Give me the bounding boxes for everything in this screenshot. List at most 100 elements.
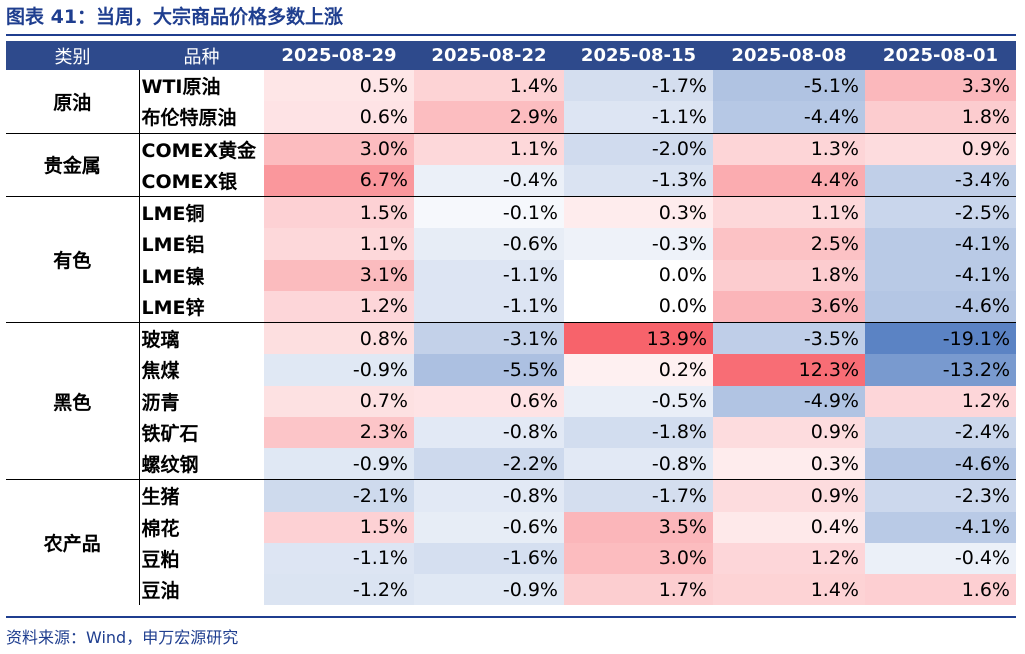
value-cell: 1.1%	[264, 228, 414, 260]
value-cell: 0.6%	[414, 385, 564, 417]
value-cell: -0.6%	[414, 228, 564, 260]
value-cell: 1.2%	[713, 542, 865, 574]
value-cell: 3.5%	[564, 511, 713, 543]
value-cell: -2.2%	[414, 448, 564, 480]
table-row: 螺纹钢 -0.9% -2.2% -0.8% 0.3% -4.6%	[6, 448, 1016, 480]
value-cell: -0.9%	[414, 574, 564, 606]
value-cell: -4.1%	[865, 511, 1016, 543]
header-date: 2025-08-22	[414, 41, 564, 70]
value-cell: 3.1%	[264, 259, 414, 291]
commodity-name: 沥青	[141, 391, 180, 414]
value-cell: 1.6%	[865, 574, 1016, 606]
header-date: 2025-08-15	[564, 41, 713, 70]
table-row: 豆油 -1.2% -0.9% 1.7% 1.4% 1.6%	[6, 574, 1016, 606]
value-cell: 1.2%	[264, 290, 414, 323]
value-cell: -1.1%	[414, 290, 564, 323]
value-cell: -4.9%	[713, 385, 865, 417]
table-row: LME锌 1.2% -1.1% 0.0% 3.6% -4.6%	[6, 290, 1016, 323]
value-cell: -4.1%	[865, 228, 1016, 260]
category-cell: 贵金属	[6, 132, 140, 197]
commodity-name: COMEX银	[141, 170, 238, 193]
table-row: 农产品 生猪 -2.1% -0.8% -1.7% 0.9% -2.3%	[6, 479, 1016, 606]
value-cell: -1.1%	[564, 101, 713, 133]
value-cell: -1.1%	[264, 542, 414, 574]
value-cell: 1.1%	[414, 132, 564, 165]
commodity-name: 布伦特原油	[141, 107, 237, 130]
value-cell: -2.3%	[865, 479, 1016, 512]
value-cell: 13.9%	[564, 322, 713, 355]
commodity-name: 豆油	[141, 580, 180, 603]
value-cell: -1.7%	[564, 70, 713, 102]
table-row: 焦煤 -0.9% -5.5% 0.2% 12.3% -13.2%	[6, 354, 1016, 386]
header-date: 2025-08-29	[264, 41, 414, 70]
value-cell: -5.5%	[414, 354, 564, 386]
value-cell: -0.9%	[264, 448, 414, 480]
value-cell: 12.3%	[713, 354, 865, 386]
value-cell: -3.4%	[865, 164, 1016, 197]
bottom-divider	[6, 616, 1016, 618]
value-cell: -19.1%	[865, 322, 1016, 355]
header-category: 类别	[6, 41, 139, 70]
value-cell: -1.6%	[414, 542, 564, 574]
value-cell: 0.7%	[264, 385, 414, 417]
value-cell: 1.1%	[713, 196, 865, 229]
value-cell: 0.3%	[564, 196, 713, 229]
value-cell: -0.1%	[414, 196, 564, 229]
value-cell: 3.3%	[865, 70, 1016, 102]
value-cell: 1.8%	[713, 259, 865, 291]
value-cell: 0.9%	[865, 132, 1016, 165]
commodity-name: LME铜	[139, 196, 264, 229]
value-cell: -2.5%	[865, 196, 1016, 229]
value-cell: 1.5%	[264, 511, 414, 543]
value-cell: -1.8%	[564, 416, 713, 448]
value-cell: 1.5%	[264, 196, 414, 229]
header-date: 2025-08-01	[865, 41, 1016, 70]
value-cell: -4.4%	[713, 101, 865, 133]
value-cell: -4.1%	[865, 259, 1016, 291]
value-cell: -2.1%	[264, 479, 414, 512]
table-row: 黑色 玻璃 0.8% -3.1% 13.9% -3.5% -19.1%	[6, 321, 1016, 480]
value-cell: 0.5%	[264, 70, 414, 102]
table-row: 棉花 1.5% -0.6% 3.5% 0.4% -4.1%	[6, 511, 1016, 543]
commodity-name: COMEX黄金	[139, 132, 264, 165]
value-cell: 0.2%	[564, 354, 713, 386]
table-row: LME铝 1.1% -0.6% -0.3% 2.5% -4.1%	[6, 228, 1016, 260]
header-row: 类别 品种 2025-08-29 2025-08-22 2025-08-15 2…	[6, 41, 1016, 70]
value-cell: 0.8%	[264, 322, 414, 355]
table-row: 原油 WTI原油 0.5% 1.4% -1.7% -5.1% 3.3%	[6, 70, 1016, 133]
value-cell: -2.4%	[865, 416, 1016, 448]
value-cell: -0.8%	[414, 416, 564, 448]
value-cell: -0.4%	[865, 542, 1016, 574]
commodity-name: WTI原油	[141, 76, 221, 99]
table-row: 铁矿石 2.3% -0.8% -1.8% 0.9% -2.4%	[6, 416, 1016, 448]
value-cell: 3.0%	[264, 132, 414, 165]
source-note: 资料来源：Wind，申万宏源研究	[6, 628, 239, 647]
value-cell: 6.7%	[264, 164, 414, 197]
value-cell: 1.3%	[713, 132, 865, 165]
commodity-name: LME镍	[141, 265, 205, 288]
top-divider	[6, 34, 1016, 36]
value-cell: -0.3%	[564, 228, 713, 260]
commodity-name: 铁矿石	[141, 422, 199, 445]
table-row: 有色 LME铜 1.5% -0.1% 0.3% 1.1% -2.5%	[6, 196, 1016, 323]
value-cell: 2.9%	[414, 101, 564, 133]
value-cell: 3.0%	[564, 542, 713, 574]
figure-title: 图表 41：当周，大宗商品价格多数上涨	[6, 6, 344, 28]
value-cell: 2.5%	[713, 228, 865, 260]
table-row: COMEX银 6.7% -0.4% -1.3% 4.4% -3.4%	[6, 164, 1016, 197]
value-cell: -4.6%	[865, 290, 1016, 323]
value-cell: -1.2%	[264, 574, 414, 606]
commodity-name: 玻璃	[139, 322, 264, 355]
value-cell: 0.6%	[264, 101, 414, 133]
value-cell: -2.0%	[564, 132, 713, 165]
value-cell: 0.0%	[564, 290, 713, 323]
category-cell: 有色	[6, 196, 140, 323]
value-cell: 3.6%	[713, 290, 865, 323]
value-cell: -0.5%	[564, 385, 713, 417]
value-cell: -13.2%	[865, 354, 1016, 386]
category-cell: 农产品	[6, 479, 140, 606]
value-cell: 1.4%	[414, 70, 564, 102]
value-cell: -0.8%	[414, 479, 564, 512]
value-cell: -1.1%	[414, 259, 564, 291]
value-cell: 4.4%	[713, 164, 865, 197]
